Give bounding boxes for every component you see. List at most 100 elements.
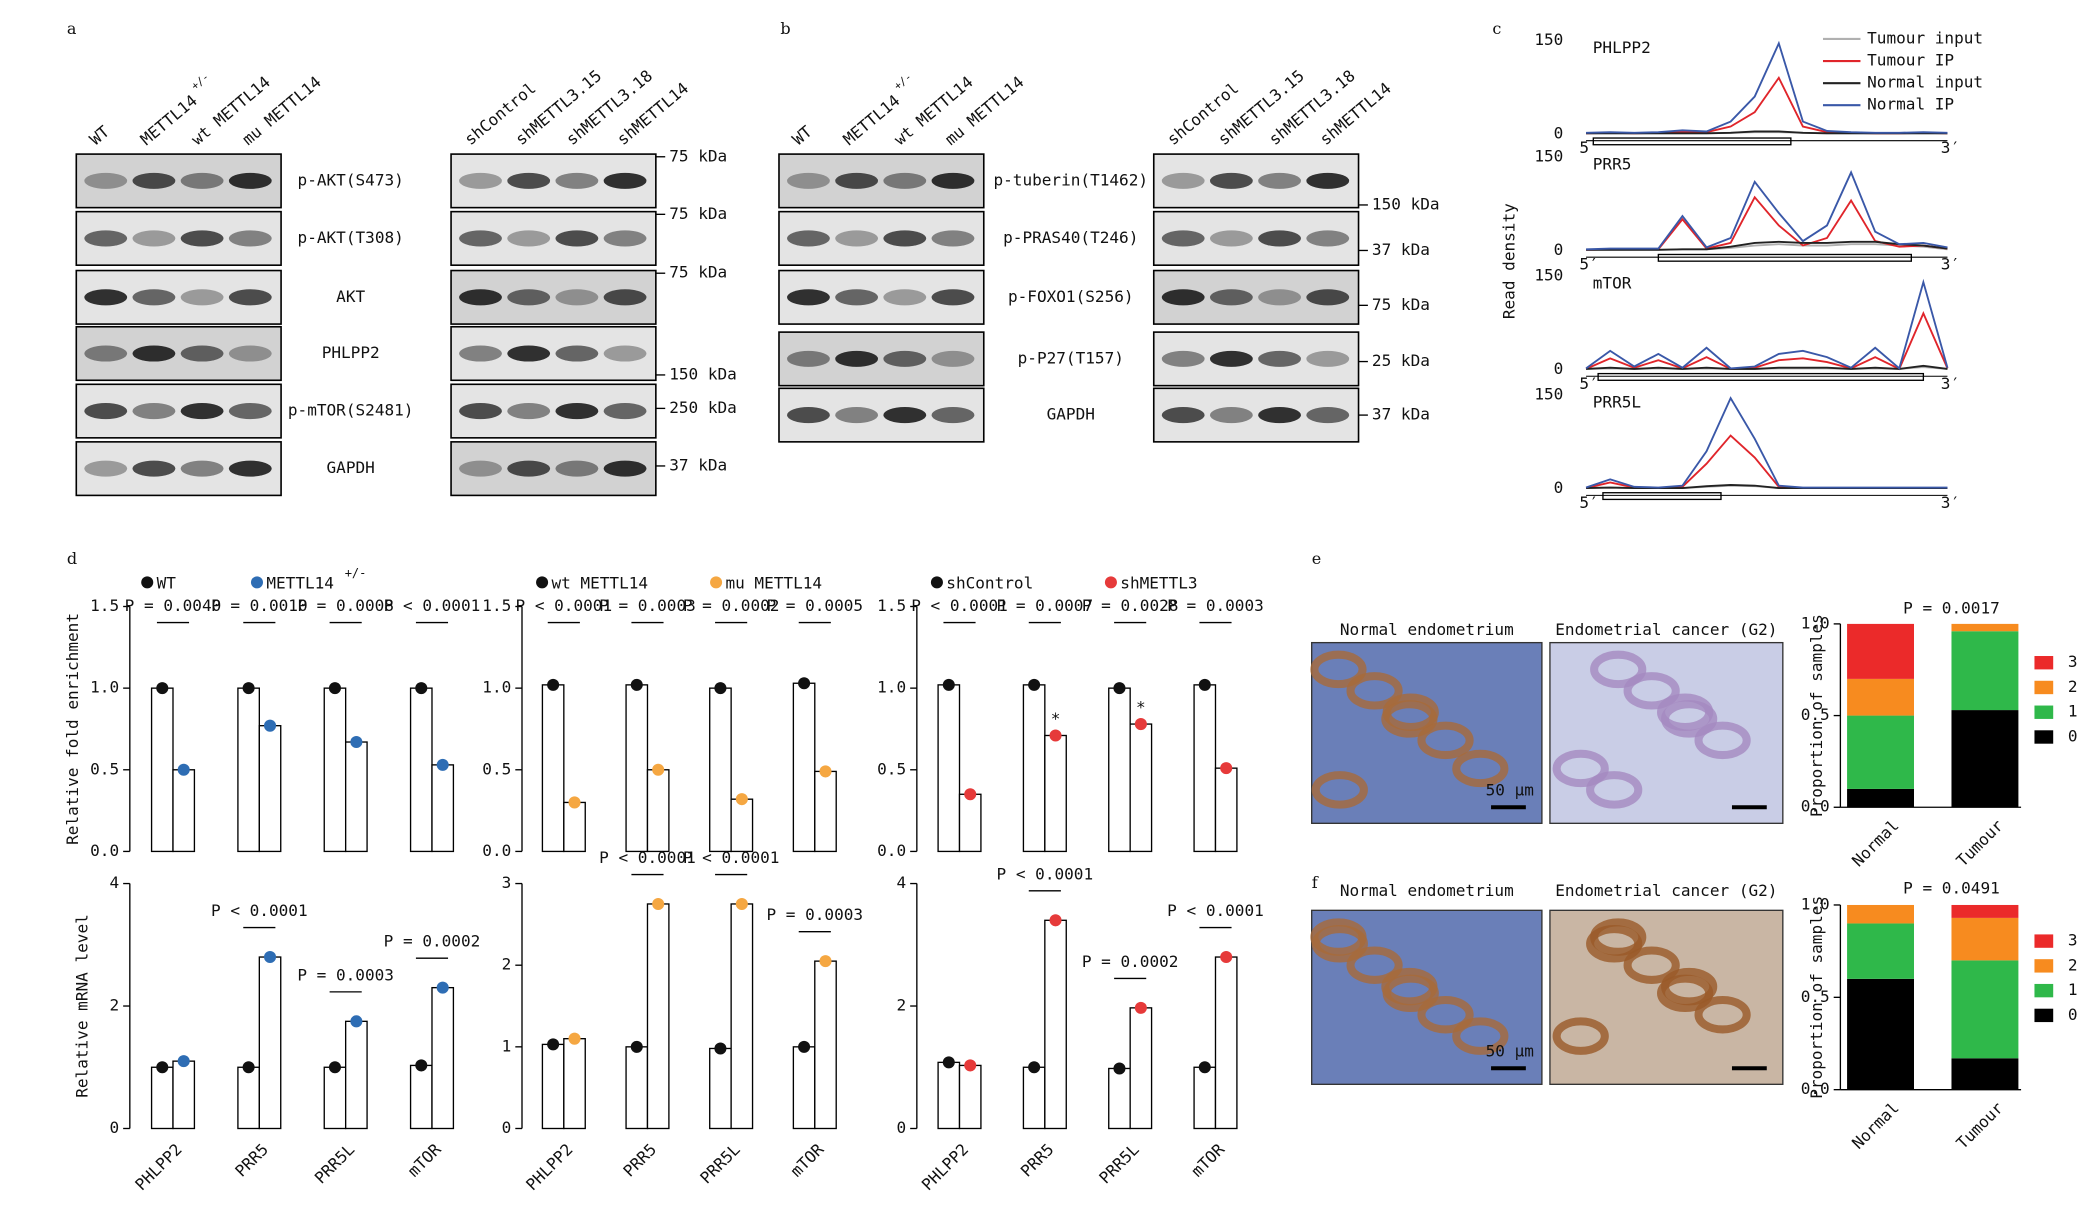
tissue-structure (1382, 693, 1439, 731)
stacked-segment (1951, 631, 2019, 711)
tissue-structure (1382, 974, 1439, 1013)
data-dot (328, 682, 341, 695)
data-dot (436, 758, 449, 771)
bar (1214, 956, 1238, 1130)
bar (1129, 723, 1153, 853)
bar (150, 1066, 174, 1130)
band (459, 230, 502, 247)
tissue-structure (1623, 946, 1680, 984)
legend-swatch (2034, 1008, 2054, 1023)
data-dot (177, 763, 190, 776)
legend-label: 0 (2068, 1005, 2078, 1024)
tissue-structure (1552, 1017, 1609, 1055)
band (931, 172, 975, 189)
band (132, 403, 176, 420)
legend-label: 2 (2068, 677, 2078, 696)
gene-region (1592, 137, 1792, 146)
bar (323, 687, 347, 853)
band (1258, 289, 1301, 306)
x-tick-label: PRR5 (1017, 1140, 1058, 1181)
bar (958, 1064, 982, 1130)
panel-label: b (780, 19, 790, 38)
p-value: P < 0.0001 (1167, 901, 1264, 920)
legend-name: mu METTL14 (725, 573, 822, 592)
y-tick-label: 150 (1534, 30, 1563, 49)
kda-label: 37 kDa (1372, 240, 1430, 259)
data-dot (177, 1055, 190, 1068)
p-value: P = 0.0007 (997, 596, 1094, 615)
x-tick-label: 3′ (1941, 374, 1960, 393)
bar (1108, 687, 1131, 853)
band (1161, 289, 1205, 306)
p-value: P < 0.0001 (599, 848, 696, 867)
data-dot (798, 677, 811, 690)
band (883, 289, 927, 306)
data-dot (1049, 729, 1062, 742)
data-dot (1113, 1062, 1126, 1075)
band (1306, 230, 1350, 247)
row-label: GAPDH (327, 458, 375, 477)
tissue-structure (1552, 749, 1609, 788)
band (1161, 230, 1205, 247)
y-tick-label: 4 (896, 873, 906, 892)
p-value: P = 0.0040 (125, 596, 222, 615)
band (180, 172, 224, 189)
blot (1152, 331, 1360, 387)
bar (258, 956, 282, 1130)
y-tick-label: 1.0 (1801, 894, 1830, 913)
row-label: PHLPP2 (322, 343, 380, 362)
x-tick-label: 5′ (1579, 374, 1598, 393)
x-tick-label: 3′ (1941, 138, 1960, 157)
stacked-segment (1847, 978, 1914, 1090)
panel-label: f (1312, 873, 1319, 892)
bar (646, 769, 670, 853)
stacked-segment (1847, 678, 1914, 716)
tissue-structure (1586, 925, 1643, 963)
band (787, 350, 830, 367)
x-tick-label: 5′ (1579, 255, 1598, 274)
tissue-structure (1623, 672, 1680, 710)
band (1161, 350, 1205, 367)
kda-label: 150 kDa (1372, 194, 1440, 213)
scale-label: 50 μm (1486, 1042, 1534, 1061)
bar (625, 684, 649, 853)
tissue-structure (1452, 749, 1509, 788)
y-axis-label: Relative fold enrichment (63, 613, 82, 845)
legend-swatch (2034, 656, 2054, 670)
band (84, 403, 128, 420)
kda-label: 75 kDa (669, 263, 727, 282)
band (84, 289, 128, 306)
band (931, 289, 975, 306)
legend-dot (536, 576, 549, 589)
blot (450, 325, 657, 382)
significance-star: * (1136, 698, 1146, 717)
bar (958, 793, 982, 853)
data-dot (942, 1056, 955, 1069)
data-dot (415, 682, 428, 695)
data-dot (819, 765, 832, 778)
track-title: PHLPP2 (1593, 38, 1651, 57)
bar (150, 687, 174, 853)
row-label: p-tuberin(T1462) (993, 170, 1148, 189)
legend-label: METTL14 +/- (266, 566, 366, 593)
kda-label: 250 kDa (669, 398, 737, 417)
y-tick-label: 0.0 (90, 841, 119, 860)
bar (625, 1046, 649, 1130)
x-tick-label: 3′ (1941, 493, 1960, 512)
data-dot (1220, 762, 1233, 775)
y-axis-label: Read density (1499, 203, 1518, 319)
band (1306, 172, 1350, 189)
data-dot (1049, 914, 1062, 927)
image-caption: Endometrial cancer (G2) (1555, 881, 1777, 900)
band (1209, 350, 1253, 367)
x-tick-label: Normal (1848, 816, 1902, 870)
chart-title: P = 0.0017 (1903, 599, 2000, 618)
y-tick-label: 0.0 (482, 841, 511, 860)
band (883, 407, 927, 424)
y-tick-label: 2 (502, 955, 512, 974)
band (180, 289, 224, 306)
data-dot (1220, 951, 1233, 964)
stacked-segment (1847, 923, 1914, 979)
data-dot (1113, 682, 1126, 695)
tissue-structure (1346, 672, 1403, 710)
